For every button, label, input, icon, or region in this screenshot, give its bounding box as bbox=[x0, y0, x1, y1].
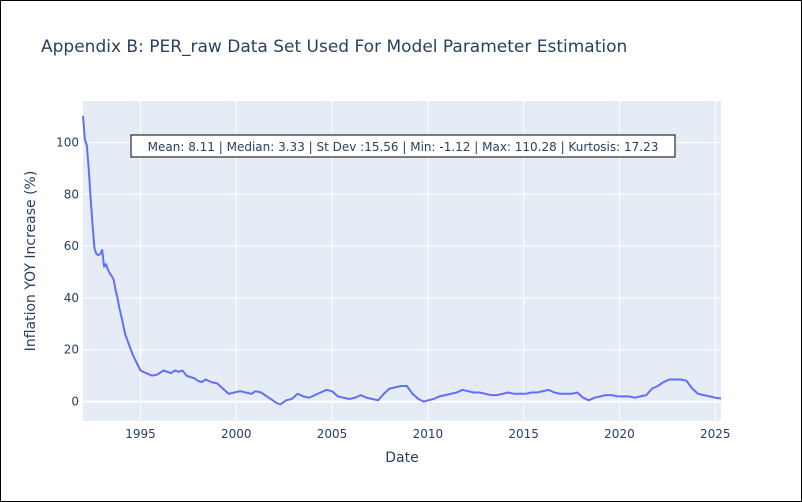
stats-annotation: Mean: 8.11 | Median: 3.33 | St Dev :15.5… bbox=[148, 140, 659, 154]
x-tick-label: 1995 bbox=[125, 427, 156, 441]
y-tick-label: 20 bbox=[64, 343, 79, 357]
x-tick-label: 2010 bbox=[413, 427, 444, 441]
y-axis-title: Inflation YOY Increase (%) bbox=[23, 171, 39, 352]
inflation-series-line bbox=[82, 115, 722, 406]
y-tick-label: 40 bbox=[64, 291, 79, 305]
y-gridlines bbox=[83, 141, 721, 403]
x-tick-label: 2000 bbox=[221, 427, 252, 441]
x-tick-label: 2020 bbox=[604, 427, 635, 441]
x-tick-label: 2005 bbox=[317, 427, 348, 441]
chart-title: Appendix B: PER_raw Data Set Used For Mo… bbox=[41, 37, 627, 57]
y-tick-label: 60 bbox=[64, 239, 79, 253]
x-tick-label: 2025 bbox=[700, 427, 731, 441]
y-tick-label: 80 bbox=[64, 187, 79, 201]
y-tick-labels: 0 20 40 60 80 100 bbox=[56, 135, 79, 408]
y-tick-label: 100 bbox=[56, 135, 79, 149]
x-tick-labels: 1995 2000 2005 2010 2015 2020 2025 bbox=[125, 427, 730, 441]
x-axis-title: Date bbox=[385, 450, 418, 466]
x-tick-label: 2015 bbox=[508, 427, 539, 441]
y-tick-label: 0 bbox=[71, 395, 79, 409]
stats-annotation-box bbox=[130, 134, 676, 158]
